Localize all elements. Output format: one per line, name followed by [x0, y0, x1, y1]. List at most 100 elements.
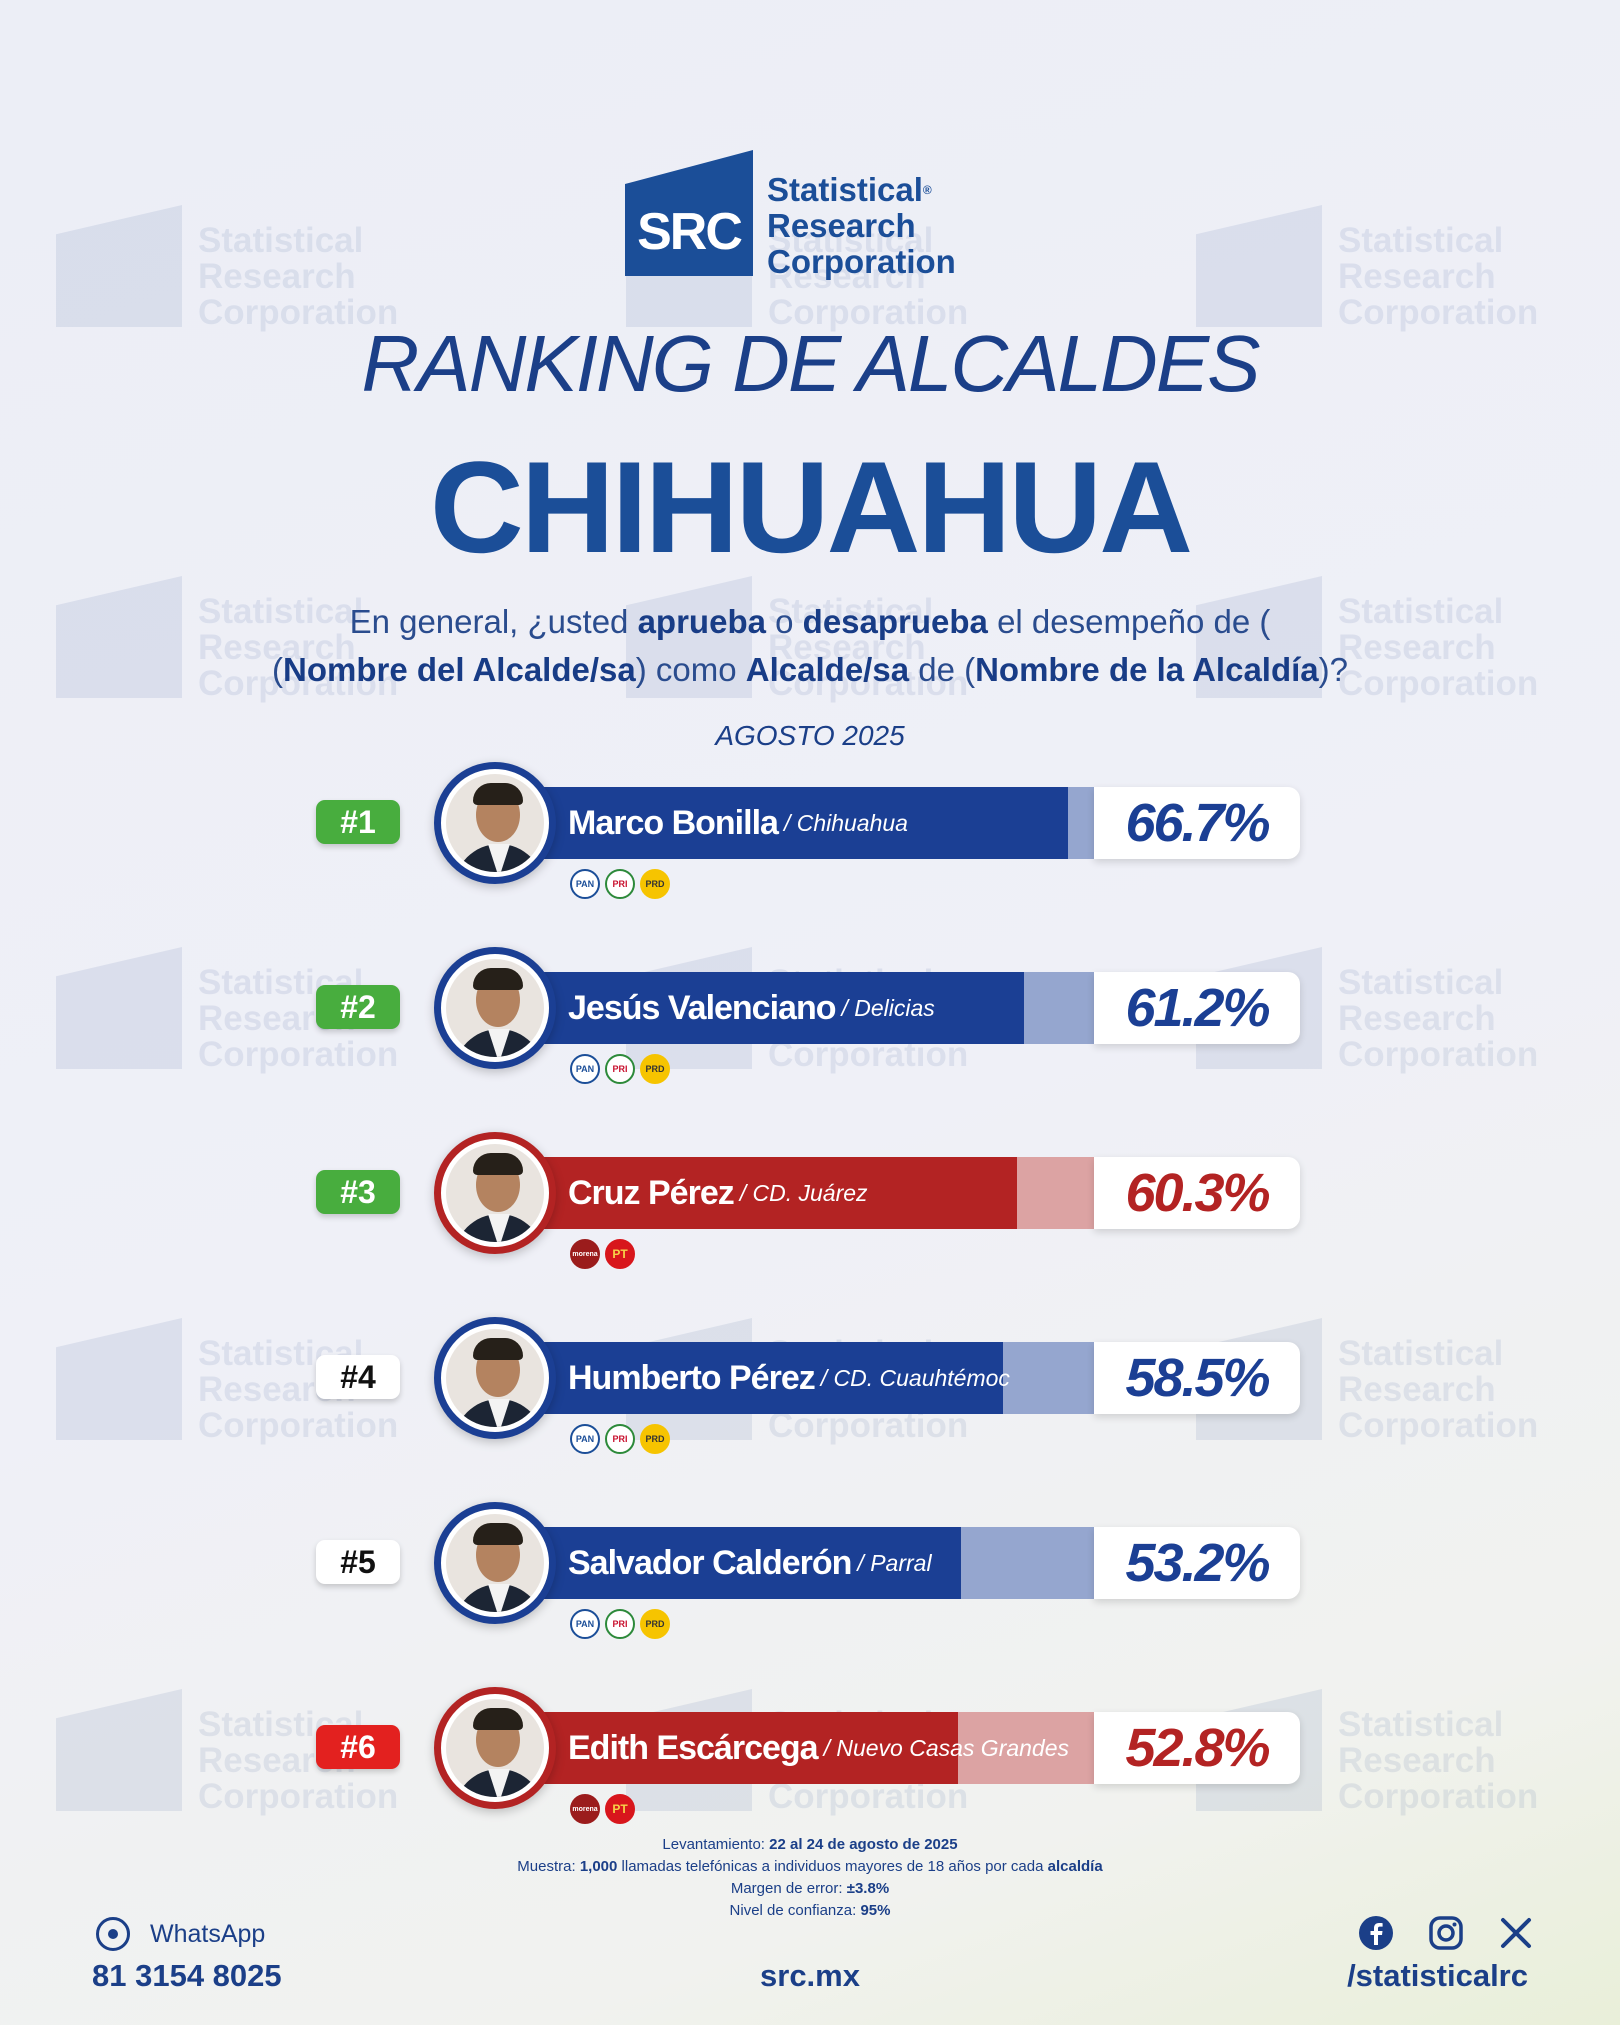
bar	[540, 1712, 958, 1784]
rank-badge: #2	[316, 985, 400, 1029]
facebook-icon[interactable]	[1358, 1915, 1394, 1951]
mayor-photo	[434, 947, 556, 1069]
party-pri-icon: PRI	[605, 1424, 635, 1454]
avatar-hair	[473, 1523, 523, 1545]
question-text: ) como	[635, 651, 746, 688]
mayor-city: / Chihuahua	[783, 809, 908, 836]
mayor-name: Humberto Pérez	[568, 1358, 816, 1397]
question-text: de (	[909, 651, 976, 688]
mayor-label: Jesús Valenciano / Delicias	[568, 978, 935, 1038]
bar-track	[540, 1342, 1094, 1414]
bar	[540, 1342, 1003, 1414]
logo-mark: SRC	[625, 150, 753, 276]
avatar-hair	[473, 1153, 523, 1175]
survey-question: En general, ¿usted aprueba o desaprueba …	[272, 603, 1348, 688]
social-links	[1358, 1915, 1534, 1951]
photo-avatar	[446, 1329, 544, 1427]
photo-avatar	[446, 1514, 544, 1612]
mayor-label: Salvador Calderón / Parral	[568, 1533, 932, 1593]
meth-label: Margen de error:	[730, 1880, 847, 1897]
instagram-icon[interactable]	[1428, 1915, 1464, 1951]
methodology: Levantamiento: 22 al 24 de agosto de 202…	[0, 1834, 1620, 1922]
approval-value: 60.3%	[1094, 1157, 1300, 1229]
question-bold: aprueba	[637, 603, 766, 640]
avatar-hair	[473, 1338, 523, 1360]
question-text: o	[765, 603, 803, 640]
mayor-photo	[434, 1317, 556, 1439]
phone-number[interactable]: 81 3154 8025	[92, 1958, 282, 1993]
party-prd-icon: PRD	[640, 1054, 670, 1084]
rank-badge: #5	[316, 1540, 400, 1584]
bar	[540, 787, 1068, 859]
mayor-city: / Parral	[857, 1549, 932, 1576]
page-title: RANKING DE ALCALDES	[361, 319, 1260, 408]
bar-track	[540, 1157, 1094, 1229]
photo-avatar	[446, 774, 544, 872]
question-text: )?	[1318, 651, 1348, 688]
mayor-name: Edith Escárcega	[568, 1728, 819, 1767]
question-bold: Nombre del Alcalde/sa	[283, 651, 636, 688]
logo-abbr: SRC	[637, 203, 743, 261]
mayor-label: Edith Escárcega / Nuevo Casas Grandes	[568, 1718, 1069, 1778]
photo-avatar	[446, 1699, 544, 1797]
whatsapp-icon	[96, 1917, 130, 1951]
avatar-hair	[473, 1708, 523, 1730]
meth-value: ±3.8%	[846, 1880, 890, 1897]
bar	[540, 972, 1025, 1044]
meth-label: Levantamiento:	[662, 1836, 770, 1853]
rank-badge: #3	[316, 1170, 400, 1214]
avatar-hair	[473, 968, 523, 990]
mayor-name: Cruz Pérez	[568, 1173, 735, 1212]
approval-value: 61.2%	[1094, 972, 1300, 1044]
party-logos: PAN PRI PRD	[570, 1054, 670, 1084]
ranking-row: #5 Salvador Calderón / Parral 53.2% PAN PRI PR…	[0, 1502, 1620, 1642]
photo-avatar	[446, 1144, 544, 1242]
rank-badge: #6	[316, 1725, 400, 1769]
mayor-label: Marco Bonilla / Chihuahua	[568, 793, 908, 853]
social-handle[interactable]: /statisticalrc	[1347, 1958, 1528, 1993]
meth-text: llamadas telefónicas a individuos mayore…	[617, 1858, 1048, 1875]
ranking-row: #3 Cruz Pérez / CD. Juárez 60.3% morena PT	[0, 1132, 1620, 1272]
ranking-row: #6 Edith Escárcega / Nuevo Casas Grandes 52…	[0, 1687, 1620, 1827]
mayor-name: Jesús Valenciano	[568, 988, 836, 1027]
question-bold: desaprueba	[802, 603, 988, 640]
page-subtitle: CHIHUAHUA	[429, 434, 1193, 580]
ranking-row: #2 Jesús Valenciano / Delicias 61.2% PAN PRI P…	[0, 947, 1620, 1087]
mayor-name: Marco Bonilla	[568, 803, 779, 842]
party-pan-icon: PAN	[570, 1054, 600, 1084]
approval-value: 53.2%	[1094, 1527, 1300, 1599]
party-logos: PAN PRI PRD	[570, 1424, 670, 1454]
website-link[interactable]: src.mx	[760, 1958, 860, 1993]
whatsapp-contact[interactable]: WhatsApp	[96, 1917, 265, 1951]
mayor-city: / CD. Cuauhtémoc	[820, 1364, 1010, 1391]
logo-line2: Research	[767, 207, 916, 244]
survey-date: AGOSTO 2025	[715, 720, 905, 751]
mayor-photo	[434, 762, 556, 884]
meth-value: alcaldía	[1047, 1858, 1103, 1875]
approval-value: 52.8%	[1094, 1712, 1300, 1784]
party-prd-icon: PRD	[640, 1609, 670, 1639]
party-pan-icon: PAN	[570, 869, 600, 899]
bar-track	[540, 1527, 1094, 1599]
mayor-city: / Nuevo Casas Grandes	[823, 1734, 1070, 1761]
question-bold: Nombre de la Alcaldía	[975, 651, 1319, 688]
party-pt-icon: PT	[605, 1794, 635, 1824]
meth-value: 22 al 24 de agosto de 2025	[769, 1836, 958, 1853]
party-pt-icon: PT	[605, 1239, 635, 1269]
mayor-city: / Delicias	[841, 994, 935, 1021]
rank-badge: #4	[316, 1355, 400, 1399]
meth-value: 1,000	[579, 1858, 618, 1875]
mayor-photo	[434, 1687, 556, 1809]
bar-track	[540, 1712, 1094, 1784]
party-pan-icon: PAN	[570, 1424, 600, 1454]
x-icon[interactable]	[1498, 1915, 1534, 1951]
logo-wordmark: Statistical® Research Corporation	[767, 150, 956, 280]
ranking-row: #4 Humberto Pérez / CD. Cuauhtémoc 58.5% PAN…	[0, 1317, 1620, 1457]
approval-value: 66.7%	[1094, 787, 1300, 859]
meth-value: 95%	[860, 1902, 891, 1919]
party-pan-icon: PAN	[570, 1609, 600, 1639]
bar-track	[540, 787, 1094, 859]
party-pri-icon: PRI	[605, 1609, 635, 1639]
whatsapp-label: WhatsApp	[150, 1919, 266, 1948]
meth-label: Nivel de confianza:	[729, 1902, 861, 1919]
